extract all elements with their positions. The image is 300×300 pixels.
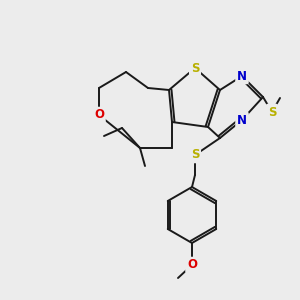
Text: S: S	[191, 148, 199, 161]
Text: O: O	[187, 259, 197, 272]
Text: N: N	[237, 113, 247, 127]
Text: S: S	[191, 61, 199, 74]
Text: N: N	[237, 70, 247, 83]
Text: S: S	[268, 106, 276, 118]
Text: O: O	[94, 109, 104, 122]
